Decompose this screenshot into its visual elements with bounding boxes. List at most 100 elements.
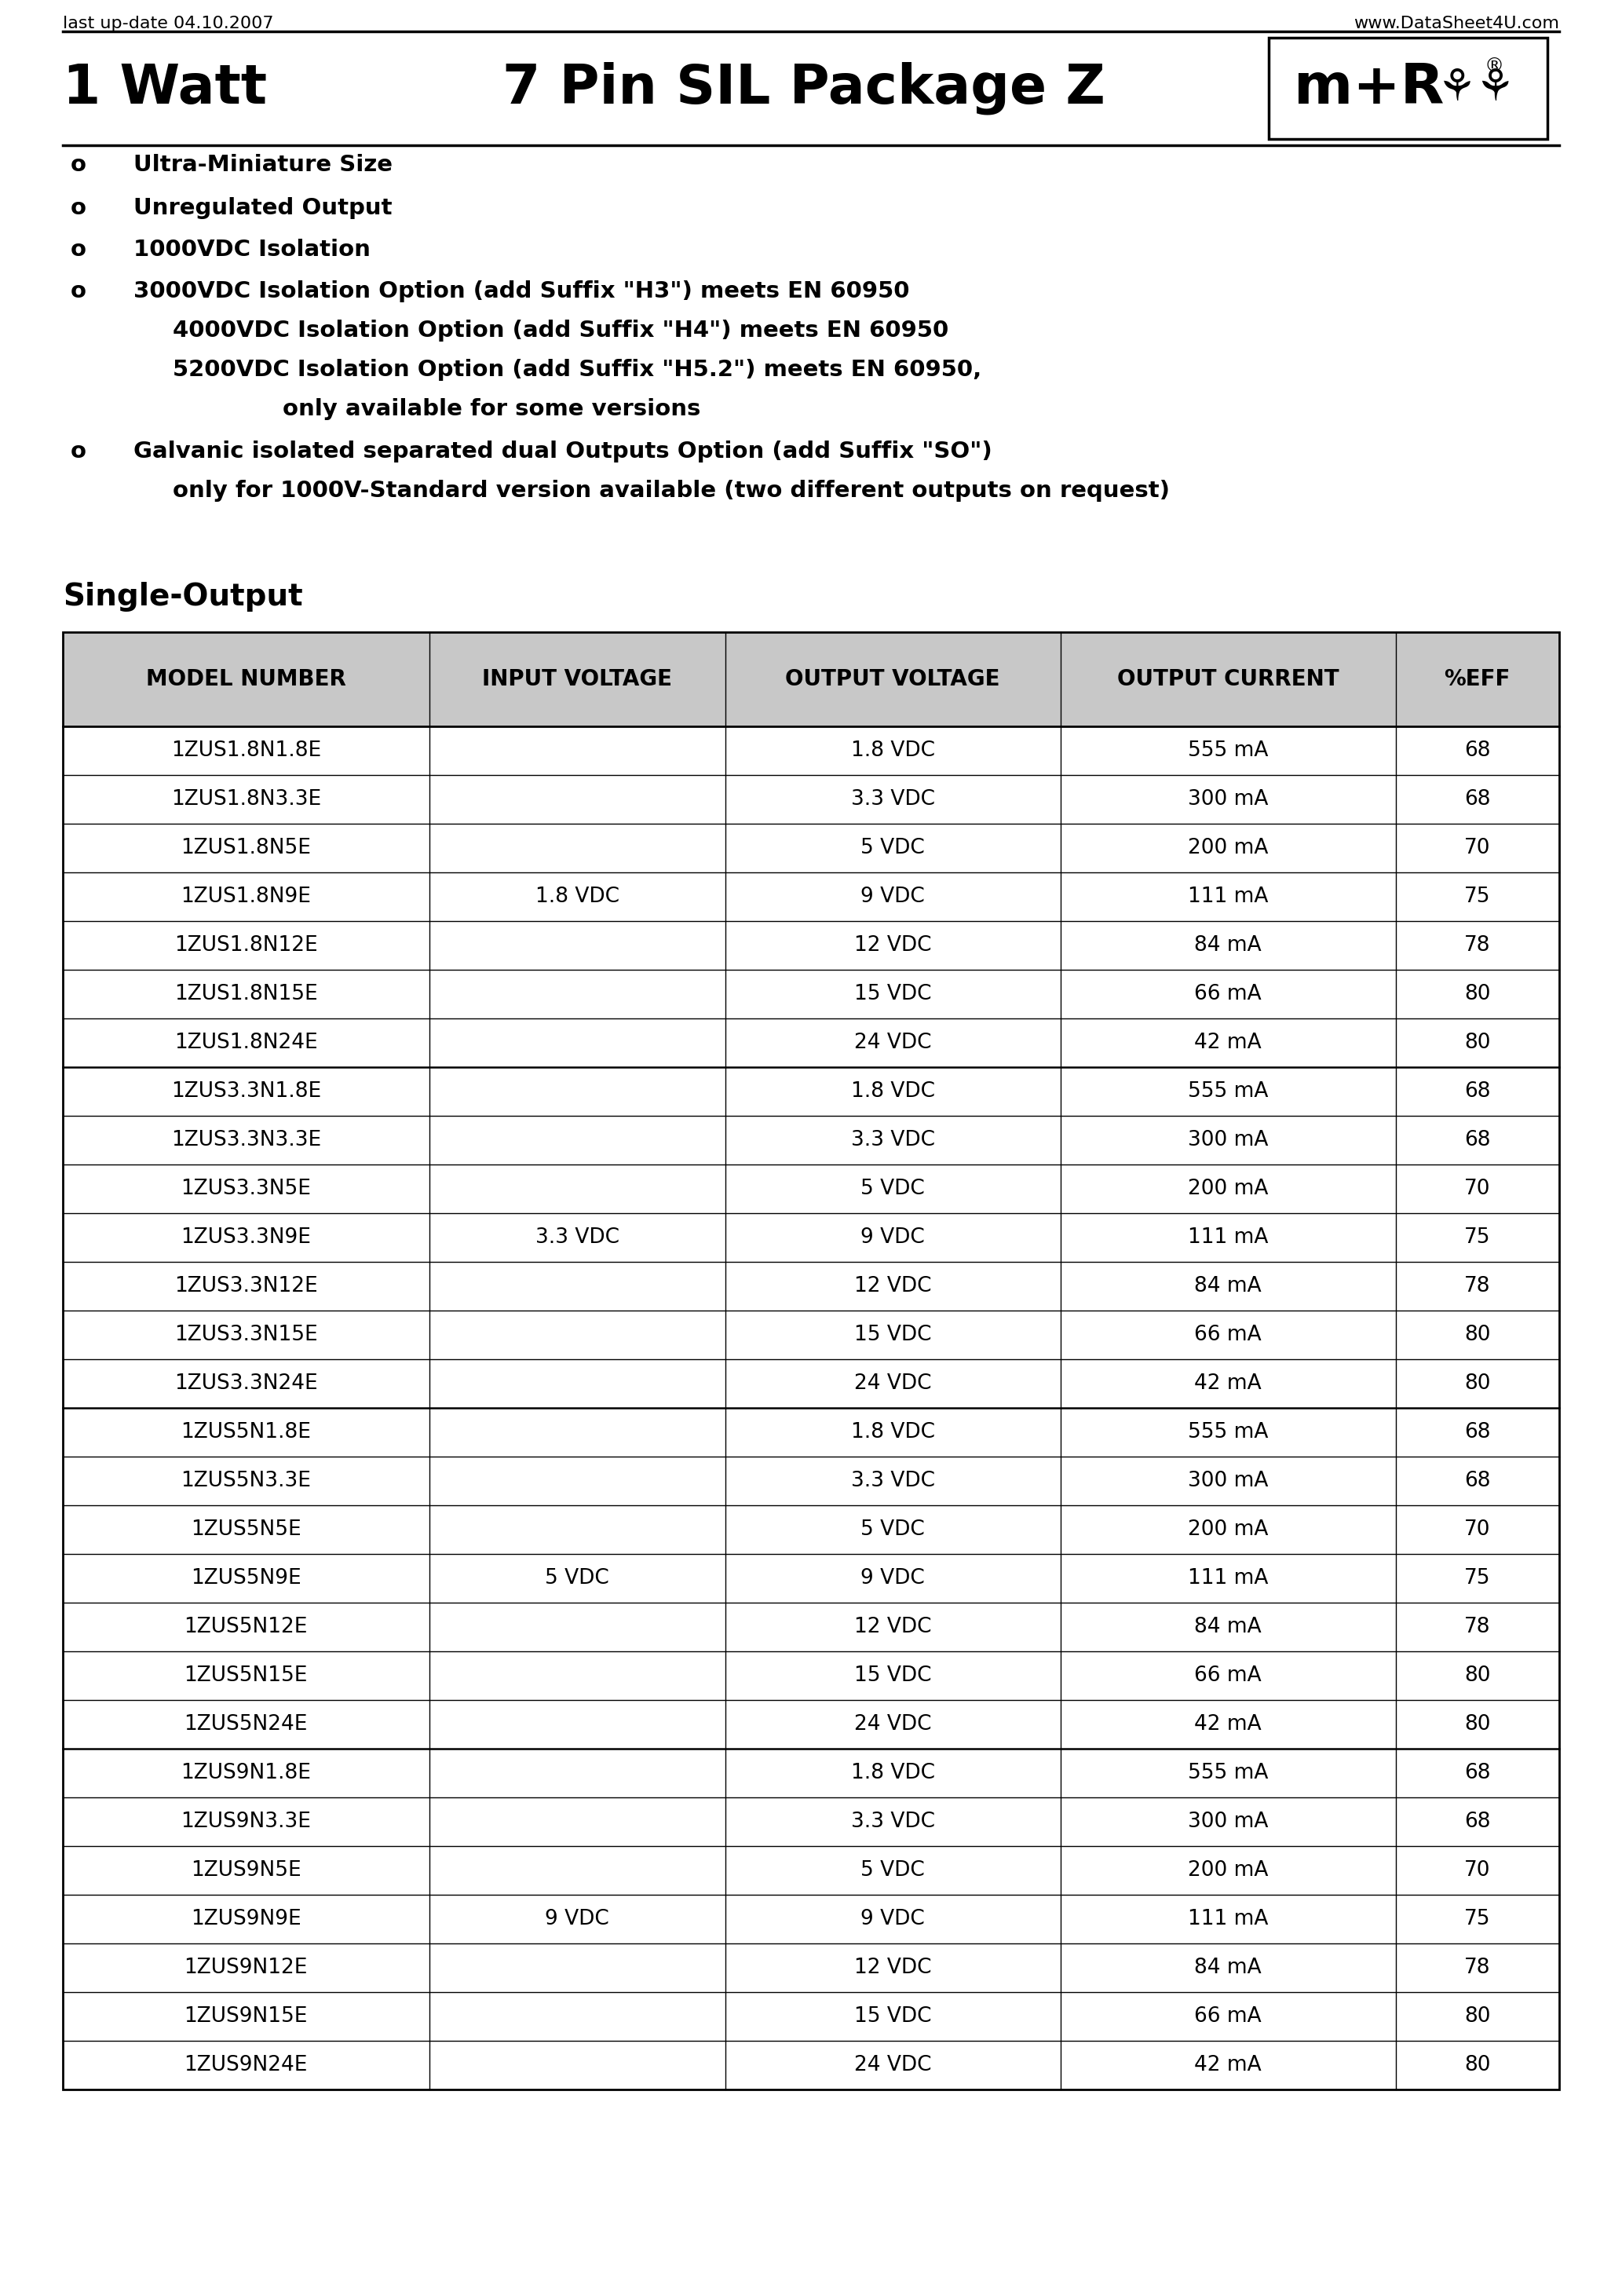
- Text: o: o: [71, 441, 86, 461]
- Text: 15 VDC: 15 VDC: [855, 1665, 931, 1685]
- Text: 5 VDC: 5 VDC: [861, 1520, 925, 1541]
- Bar: [63, 1456, 1559, 1506]
- Bar: [63, 1846, 1559, 1894]
- Text: 12 VDC: 12 VDC: [855, 934, 931, 955]
- Text: 1ZUS3.3N24E: 1ZUS3.3N24E: [174, 1373, 318, 1394]
- Bar: [63, 631, 1559, 2089]
- Text: 1ZUS5N1.8E: 1ZUS5N1.8E: [180, 1421, 311, 1442]
- Text: 1ZUS3.3N3.3E: 1ZUS3.3N3.3E: [170, 1130, 321, 1150]
- Text: 9 VDC: 9 VDC: [861, 1228, 925, 1247]
- Text: 3.3 VDC: 3.3 VDC: [852, 790, 934, 810]
- Text: 68: 68: [1465, 1472, 1491, 1490]
- Text: 1ZUS3.3N5E: 1ZUS3.3N5E: [180, 1178, 311, 1199]
- Text: 111 mA: 111 mA: [1187, 886, 1268, 907]
- Text: 200 mA: 200 mA: [1187, 1860, 1268, 1880]
- Text: OUTPUT CURRENT: OUTPUT CURRENT: [1118, 668, 1338, 691]
- Text: 4000VDC Isolation Option (add Suffix "H4") meets EN 60950: 4000VDC Isolation Option (add Suffix "H4…: [172, 319, 949, 342]
- Text: 1ZUS1.8N15E: 1ZUS1.8N15E: [174, 985, 318, 1003]
- Text: 15 VDC: 15 VDC: [855, 2007, 931, 2027]
- Text: 3.3 VDC: 3.3 VDC: [852, 1130, 934, 1150]
- Text: 68: 68: [1465, 1812, 1491, 1832]
- Text: 1ZUS1.8N5E: 1ZUS1.8N5E: [180, 838, 311, 859]
- Text: 78: 78: [1465, 1958, 1491, 1977]
- Text: 68: 68: [1465, 790, 1491, 810]
- Text: 1ZUS9N9E: 1ZUS9N9E: [191, 1908, 302, 1929]
- Text: 68: 68: [1465, 1130, 1491, 1150]
- Text: www.DataSheet4U.com: www.DataSheet4U.com: [1353, 16, 1559, 32]
- Text: 1ZUS9N3.3E: 1ZUS9N3.3E: [180, 1812, 311, 1832]
- Text: 1ZUS3.3N15E: 1ZUS3.3N15E: [174, 1325, 318, 1345]
- Bar: [63, 1993, 1559, 2041]
- Text: 78: 78: [1465, 1616, 1491, 1637]
- Text: 3.3 VDC: 3.3 VDC: [535, 1228, 620, 1247]
- Text: 75: 75: [1465, 1568, 1491, 1589]
- Text: 75: 75: [1465, 886, 1491, 907]
- Text: 3000VDC Isolation Option (add Suffix "H3") meets EN 60950: 3000VDC Isolation Option (add Suffix "H3…: [133, 280, 910, 303]
- Text: 1.8 VDC: 1.8 VDC: [852, 1081, 934, 1102]
- Text: 80: 80: [1465, 1373, 1491, 1394]
- Bar: [63, 1942, 1559, 1993]
- Text: 1ZUS5N24E: 1ZUS5N24E: [185, 1715, 308, 1733]
- Text: 75: 75: [1465, 1228, 1491, 1247]
- Text: 1ZUS9N5E: 1ZUS9N5E: [191, 1860, 302, 1880]
- Bar: [63, 1554, 1559, 1603]
- Text: 555 mA: 555 mA: [1187, 742, 1268, 760]
- Text: 300 mA: 300 mA: [1187, 1130, 1268, 1150]
- Text: 68: 68: [1465, 1421, 1491, 1442]
- Bar: [63, 1798, 1559, 1846]
- Text: m+R: m+R: [1294, 62, 1444, 115]
- Text: 9 VDC: 9 VDC: [861, 886, 925, 907]
- Text: 42 mA: 42 mA: [1194, 2055, 1262, 2076]
- Text: 1ZUS3.3N1.8E: 1ZUS3.3N1.8E: [170, 1081, 321, 1102]
- Text: last up-date 04.10.2007: last up-date 04.10.2007: [63, 16, 274, 32]
- Text: 42 mA: 42 mA: [1194, 1033, 1262, 1054]
- Text: 111 mA: 111 mA: [1187, 1568, 1268, 1589]
- Text: 5200VDC Isolation Option (add Suffix "H5.2") meets EN 60950,: 5200VDC Isolation Option (add Suffix "H5…: [172, 358, 981, 381]
- Text: 80: 80: [1465, 985, 1491, 1003]
- Text: 3.3 VDC: 3.3 VDC: [852, 1812, 934, 1832]
- Bar: [63, 2041, 1559, 2089]
- Text: 1.8 VDC: 1.8 VDC: [852, 1421, 934, 1442]
- Bar: [1268, 37, 1547, 140]
- Text: 84 mA: 84 mA: [1194, 1277, 1262, 1297]
- Text: 1ZUS9N24E: 1ZUS9N24E: [185, 2055, 308, 2076]
- Text: 555 mA: 555 mA: [1187, 1421, 1268, 1442]
- Bar: [63, 1699, 1559, 1750]
- Text: 1000VDC Isolation: 1000VDC Isolation: [133, 239, 370, 262]
- Text: 84 mA: 84 mA: [1194, 1616, 1262, 1637]
- Text: 68: 68: [1465, 742, 1491, 760]
- Text: 42 mA: 42 mA: [1194, 1715, 1262, 1733]
- Text: 5 VDC: 5 VDC: [861, 1178, 925, 1199]
- Text: 70: 70: [1465, 1520, 1491, 1541]
- Text: 1ZUS5N12E: 1ZUS5N12E: [185, 1616, 308, 1637]
- Text: 300 mA: 300 mA: [1187, 1472, 1268, 1490]
- Text: 12 VDC: 12 VDC: [855, 1958, 931, 1977]
- Text: 80: 80: [1465, 1715, 1491, 1733]
- Text: 1ZUS5N3.3E: 1ZUS5N3.3E: [180, 1472, 311, 1490]
- Text: 75: 75: [1465, 1908, 1491, 1929]
- Bar: [63, 1750, 1559, 1798]
- Text: 80: 80: [1465, 2007, 1491, 2027]
- Text: 80: 80: [1465, 1325, 1491, 1345]
- Text: 555 mA: 555 mA: [1187, 1081, 1268, 1102]
- Text: Galvanic isolated separated dual Outputs Option (add Suffix "SO"): Galvanic isolated separated dual Outputs…: [133, 441, 993, 461]
- Bar: [63, 1506, 1559, 1554]
- Text: 66 mA: 66 mA: [1194, 985, 1262, 1003]
- Text: o: o: [71, 197, 86, 218]
- Text: 1ZUS9N1.8E: 1ZUS9N1.8E: [180, 1763, 311, 1784]
- Text: 24 VDC: 24 VDC: [855, 1715, 931, 1733]
- Bar: [63, 1164, 1559, 1212]
- Bar: [63, 921, 1559, 969]
- Text: INPUT VOLTAGE: INPUT VOLTAGE: [482, 668, 672, 691]
- Text: 80: 80: [1465, 2055, 1491, 2076]
- Text: 9 VDC: 9 VDC: [861, 1568, 925, 1589]
- Bar: [63, 726, 1559, 776]
- Bar: [63, 872, 1559, 921]
- Text: 1 Watt: 1 Watt: [63, 62, 268, 115]
- Text: 84 mA: 84 mA: [1194, 1958, 1262, 1977]
- Text: 5 VDC: 5 VDC: [861, 838, 925, 859]
- Text: 1ZUS5N15E: 1ZUS5N15E: [185, 1665, 308, 1685]
- Text: 68: 68: [1465, 1081, 1491, 1102]
- Text: 68: 68: [1465, 1763, 1491, 1784]
- Text: 70: 70: [1465, 1860, 1491, 1880]
